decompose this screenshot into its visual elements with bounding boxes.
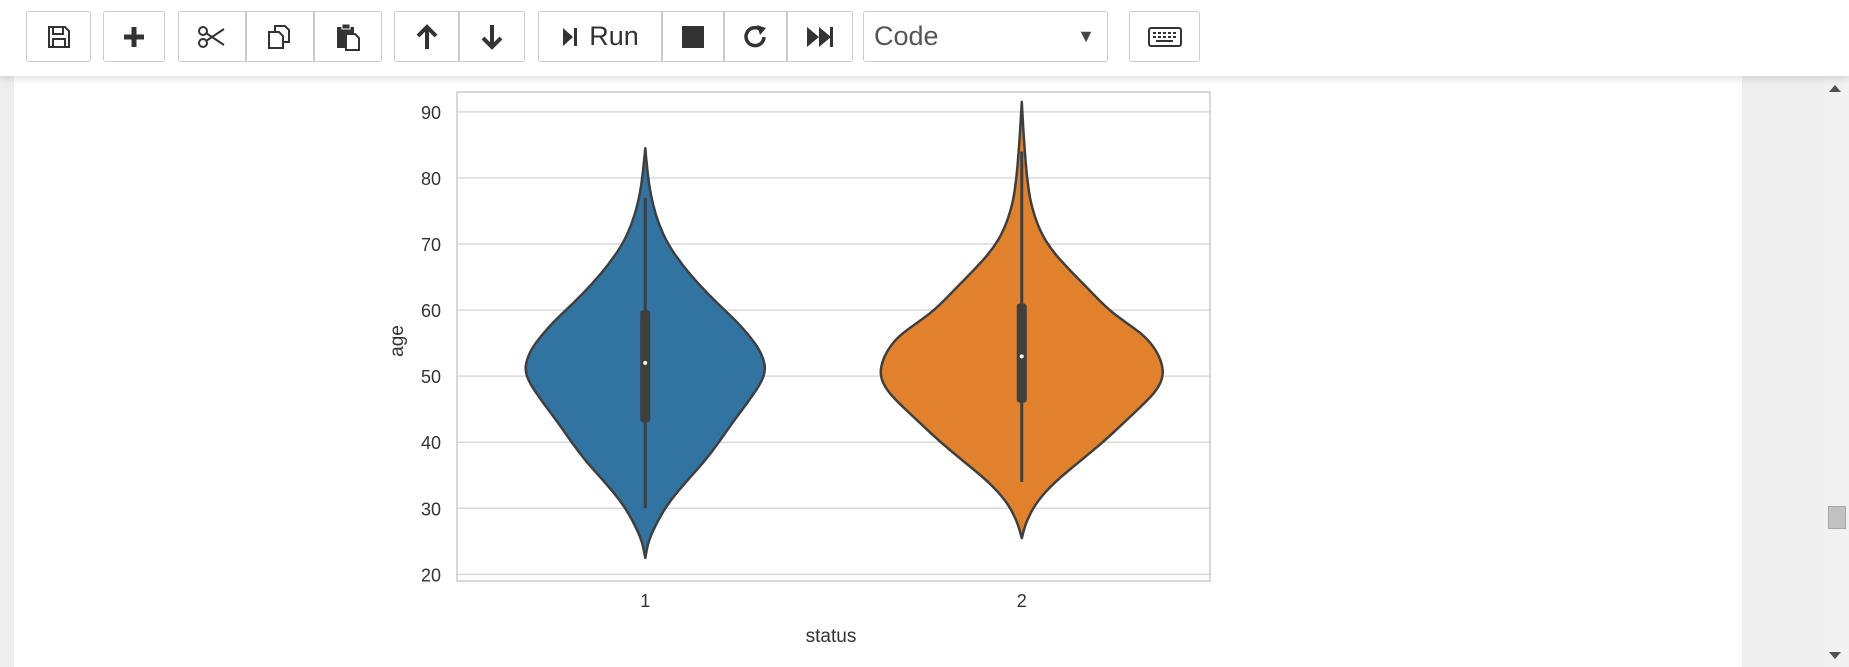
move-down-button[interactable]: [459, 11, 525, 62]
save-icon: [47, 25, 70, 48]
y-tick-label: 70: [421, 235, 441, 255]
copy-button[interactable]: [246, 11, 314, 62]
y-tick-label: 40: [421, 433, 441, 453]
restart-run-all-button[interactable]: [787, 11, 853, 62]
paste-icon: [337, 23, 360, 51]
scrollbar[interactable]: [1824, 76, 1849, 667]
violin-median-point: [1019, 354, 1024, 359]
restart-icon: [743, 24, 766, 47]
y-tick-label: 30: [421, 499, 441, 519]
move-up-button[interactable]: [394, 11, 459, 62]
scrollbar-thumb[interactable]: [1828, 506, 1846, 529]
interrupt-button[interactable]: [662, 11, 724, 62]
restart-button[interactable]: [724, 11, 787, 62]
x-tick-label: 2: [1017, 591, 1027, 611]
x-axis-label: status: [806, 626, 857, 647]
y-tick-label: 60: [421, 301, 441, 321]
violins: [524, 100, 1164, 560]
right-gutter: [1742, 76, 1824, 667]
stop-icon: [682, 25, 704, 48]
save-button[interactable]: [26, 11, 91, 62]
plot-frame: [456, 91, 1211, 582]
paste-button[interactable]: [314, 11, 382, 62]
dropdown-caret-icon: ▼: [1077, 26, 1095, 46]
violin-iqr-box: [1016, 303, 1027, 403]
y-tick-label: 50: [421, 367, 441, 387]
scissors-icon: [198, 25, 225, 48]
cell-type-value: Code: [874, 21, 939, 51]
copy-icon: [268, 24, 290, 49]
run-button[interactable]: Run: [538, 11, 662, 62]
y-axis-ticks: 20 30 40 50 60 70 80 90: [421, 103, 441, 586]
y-tick-label: 90: [421, 103, 441, 123]
y-axis-label: age: [387, 325, 408, 357]
violin-median-point: [643, 360, 648, 365]
x-tick-label: 1: [640, 591, 650, 611]
cell-type-select[interactable]: Code ▼: [863, 11, 1108, 62]
arrow-down-icon: [481, 24, 503, 50]
step-forward-icon: [563, 27, 578, 46]
fast-forward-icon: [807, 26, 833, 47]
command-palette-button[interactable]: [1129, 11, 1200, 62]
run-label: Run: [589, 21, 639, 51]
insert-cell-button[interactable]: [103, 11, 165, 62]
scroll-down-arrow[interactable]: [1829, 652, 1841, 659]
violin-iqr-box: [640, 310, 651, 423]
plus-icon: [124, 26, 144, 47]
arrow-up-icon: [416, 23, 437, 49]
keyboard-icon: [1147, 26, 1182, 47]
scroll-up-arrow[interactable]: [1829, 85, 1841, 92]
notebook-toolbar: Run Code ▼: [0, 0, 1849, 76]
y-tick-label: 80: [421, 169, 441, 189]
y-tick-label: 20: [421, 565, 441, 585]
cut-button[interactable]: [178, 11, 246, 62]
